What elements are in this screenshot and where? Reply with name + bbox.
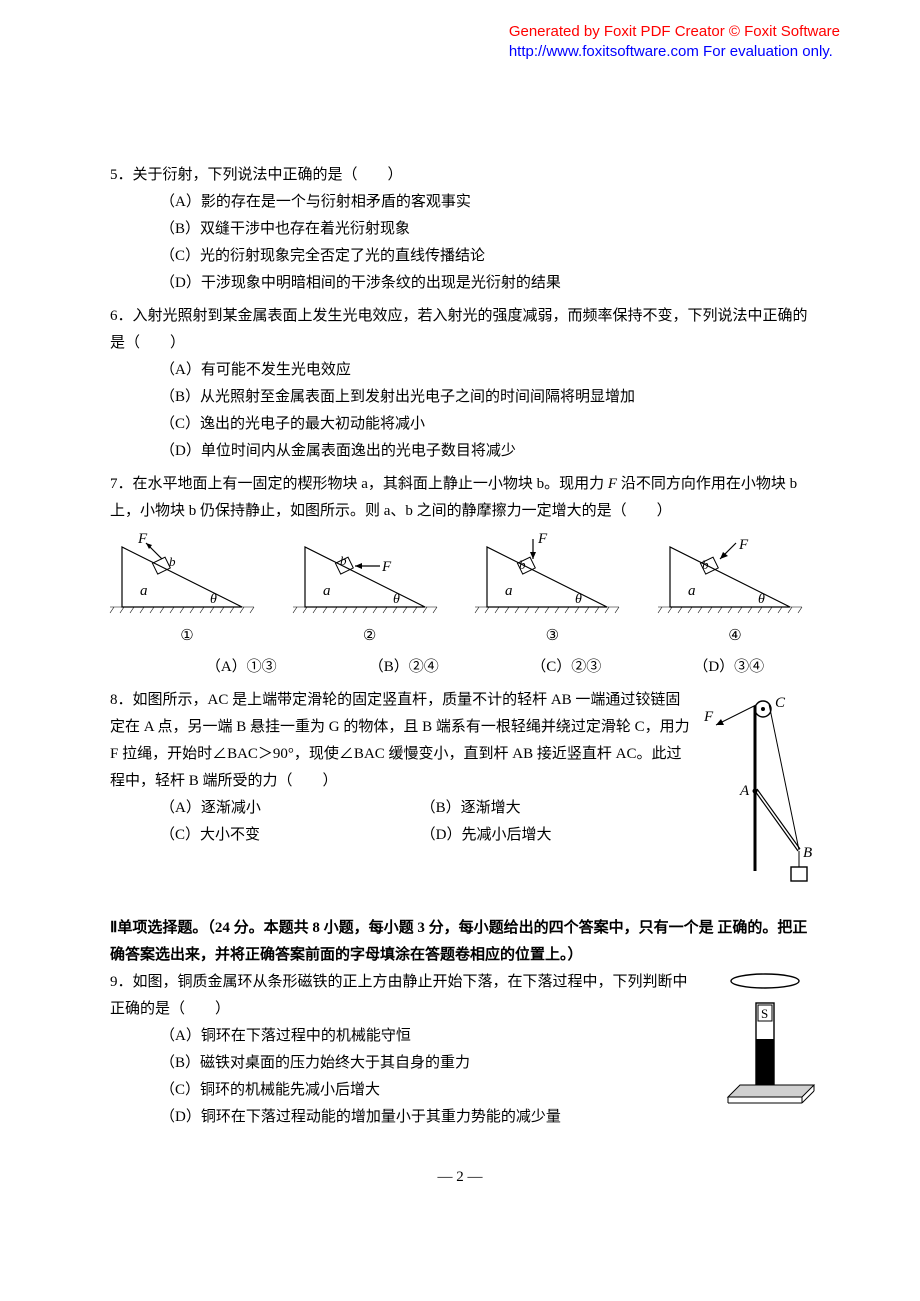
- q7-figures: F b a θ ①: [102, 529, 820, 650]
- q5-option-A: （A）影的存在是一个与衍射相矛盾的客观事实: [160, 189, 820, 216]
- q9-option-C: （C）铜环的机械能先减小后增大: [160, 1077, 702, 1104]
- q9-figure: S: [710, 969, 820, 1129]
- question-8: 8．如图所示，AC 是上端带定滑轮的固定竖直杆，质量不计的轻杆 AB 一端通过铰…: [110, 687, 820, 901]
- q6-option-C: （C）逸出的光电子的最大初动能将减小: [160, 411, 820, 438]
- q6-stem: 6．入射光照射到某金属表面上发生光电效应，若入射光的强度减弱，而频率保持不变，下…: [110, 303, 820, 357]
- q8-option-C: （C）大小不变: [160, 822, 421, 849]
- page-number: — 2 —: [0, 1164, 920, 1191]
- q6-options: （A）有可能不发生光电效应 （B）从光照射至金属表面上到发射出光电子之间的时间间…: [110, 357, 820, 465]
- q7-option-C: （C）②③: [485, 654, 648, 681]
- question-6: 6．入射光照射到某金属表面上发生光电效应，若入射光的强度减弱，而频率保持不变，下…: [110, 303, 820, 465]
- q7-options: （A）①③ （B）②④ （C）②③ （D）③④: [110, 654, 820, 681]
- svg-text:b: b: [169, 554, 176, 569]
- section-2-header: Ⅱ单项选择题。（24 分。本题共 8 小题，每小题 3 分，每小题给出的四个答案…: [110, 915, 820, 969]
- q7-figure-1: F b a θ ①: [102, 529, 272, 650]
- q8-stem: 8．如图所示，AC 是上端带定滑轮的固定竖直杆，质量不计的轻杆 AB 一端通过铰…: [110, 687, 692, 795]
- q5-option-B: （B）双缝干涉中也存在着光衍射现象: [160, 216, 820, 243]
- q9-options: （A）铜环在下落过程中的机械能守恒 （B）磁铁对桌面的压力始终大于其自身的重力 …: [110, 1023, 702, 1131]
- q9-option-D: （D）铜环在下落过程动能的增加量小于其重力势能的减少量: [160, 1104, 702, 1131]
- svg-text:F: F: [381, 559, 392, 575]
- q8-option-B: （B）逐渐增大: [421, 795, 682, 822]
- q9-option-B: （B）磁铁对桌面的压力始终大于其自身的重力: [160, 1050, 702, 1077]
- question-7: 7．在水平地面上有一固定的楔形物块 a，其斜面上静止一小物块 b。现用力 F 沿…: [110, 471, 820, 681]
- svg-text:θ: θ: [758, 592, 765, 607]
- q7-option-D: （D）③④: [648, 654, 811, 681]
- content-body: 5．关于衍射，下列说法中正确的是（ ） （A）影的存在是一个与衍射相矛盾的客观事…: [110, 162, 820, 1131]
- svg-text:C: C: [775, 695, 786, 711]
- q7-figure-3: F b a θ ③: [467, 529, 637, 650]
- q5-option-D: （D）干涉现象中明暗相间的干涉条纹的出现是光衍射的结果: [160, 270, 820, 297]
- q7-fig4-label: ④: [650, 623, 820, 650]
- svg-text:F: F: [137, 531, 148, 547]
- q6-option-A: （A）有可能不发生光电效应: [160, 357, 820, 384]
- svg-text:a: a: [505, 583, 513, 599]
- question-5: 5．关于衍射，下列说法中正确的是（ ） （A）影的存在是一个与衍射相矛盾的客观事…: [110, 162, 820, 297]
- svg-text:θ: θ: [210, 592, 217, 607]
- svg-text:b: b: [702, 557, 709, 572]
- q8-option-A: （A）逐渐减小: [160, 795, 421, 822]
- q7-option-B: （B）②④: [323, 654, 486, 681]
- q7-fig2-label: ②: [285, 623, 455, 650]
- svg-text:a: a: [688, 583, 696, 599]
- svg-text:S: S: [761, 1006, 768, 1021]
- page: Generated by Foxit PDF Creator © Foxit S…: [0, 0, 920, 1301]
- svg-text:θ: θ: [575, 592, 582, 607]
- q8-figure: C A B F: [700, 687, 820, 901]
- svg-text:a: a: [323, 583, 331, 599]
- q5-stem: 5．关于衍射，下列说法中正确的是（ ）: [110, 162, 820, 189]
- svg-text:b: b: [519, 557, 526, 572]
- q7-option-A: （A）①③: [160, 654, 323, 681]
- svg-text:b: b: [340, 553, 347, 568]
- watermark-line2: http://www.foxitsoftware.com For evaluat…: [509, 42, 840, 62]
- q8-options: （A）逐渐减小 （B）逐渐增大 （C）大小不变 （D）先减小后增大: [110, 795, 692, 849]
- pdf-watermark: Generated by Foxit PDF Creator © Foxit S…: [509, 22, 840, 63]
- q6-option-D: （D）单位时间内从金属表面逸出的光电子数目将减少: [160, 438, 820, 465]
- svg-text:B: B: [803, 845, 812, 861]
- svg-text:θ: θ: [393, 592, 400, 607]
- sec2-head-line1: Ⅱ单项选择题。（24 分。本题共 8 小题，每小题 3 分，每小题给出的四个答案…: [110, 920, 714, 936]
- svg-text:F: F: [703, 709, 714, 725]
- q7-stem-F: F: [608, 476, 621, 492]
- svg-text:F: F: [537, 531, 548, 547]
- q5-options: （A）影的存在是一个与衍射相矛盾的客观事实 （B）双缝干涉中也存在着光衍射现象 …: [110, 189, 820, 297]
- q8-option-D: （D）先减小后增大: [421, 822, 682, 849]
- watermark-line1: Generated by Foxit PDF Creator © Foxit S…: [509, 22, 840, 42]
- q6-option-B: （B）从光照射至金属表面上到发射出光电子之间的时间间隔将明显增加: [160, 384, 820, 411]
- svg-text:a: a: [140, 583, 148, 599]
- q9-stem: 9．如图，铜质金属环从条形磁铁的正上方由静止开始下落，在下落过程中，下列判断中正…: [110, 969, 702, 1023]
- q7-figure-4: F b a θ ④: [650, 529, 820, 650]
- svg-text:F: F: [738, 537, 749, 553]
- q7-stem: 7．在水平地面上有一固定的楔形物块 a，其斜面上静止一小物块 b。现用力 F 沿…: [110, 471, 820, 525]
- svg-text:A: A: [739, 783, 750, 799]
- q7-stem-pre: 7．在水平地面上有一固定的楔形物块 a，其斜面上静止一小物块 b。现用力: [110, 476, 608, 492]
- q7-fig3-label: ③: [467, 623, 637, 650]
- q5-option-C: （C）光的衍射现象完全否定了光的直线传播结论: [160, 243, 820, 270]
- q9-option-A: （A）铜环在下落过程中的机械能守恒: [160, 1023, 702, 1050]
- q7-fig1-label: ①: [102, 623, 272, 650]
- q7-figure-2: F b a θ ②: [285, 529, 455, 650]
- question-9: 9．如图，铜质金属环从条形磁铁的正上方由静止开始下落，在下落过程中，下列判断中正…: [110, 969, 820, 1131]
